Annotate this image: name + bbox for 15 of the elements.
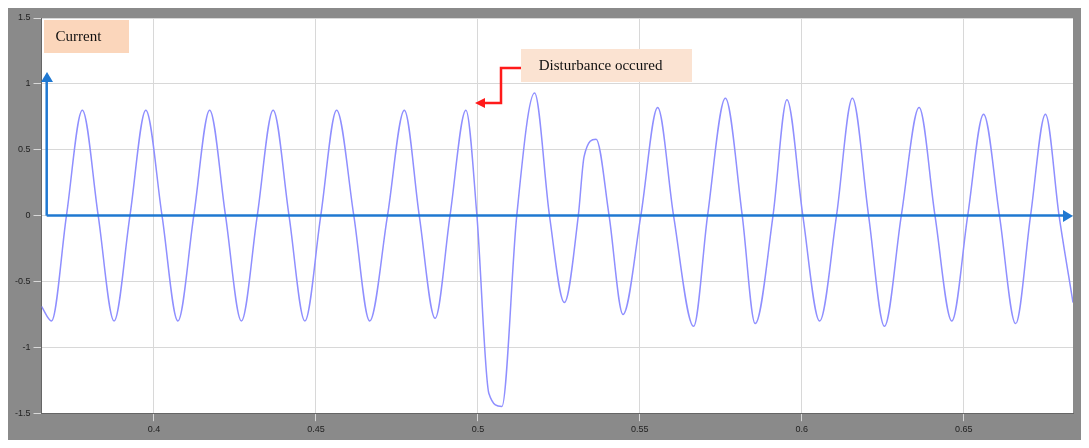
x-tick-label: 0.65 — [955, 424, 973, 435]
x-tick-label: 0.45 — [307, 424, 325, 435]
y-tick-label: -0.5 — [14, 275, 31, 286]
y-tick-label: 0 — [25, 210, 31, 221]
y-tick-label: -1 — [22, 341, 31, 352]
y-tick-label: 1.5 — [17, 12, 31, 23]
annotation: Current — [43, 20, 130, 53]
x-tick-label: 0.5 — [471, 424, 485, 435]
y-tick-label: 1 — [25, 78, 31, 89]
annotation: Disturbance occured — [520, 48, 693, 82]
x-tick-label: 0.4 — [147, 424, 161, 435]
y-tick-label: 0.5 — [17, 144, 31, 155]
x-tick-label: 0.6 — [795, 424, 809, 435]
x-tick-label: 0.55 — [631, 424, 649, 435]
y-tick-label: -1.5 — [14, 407, 31, 418]
